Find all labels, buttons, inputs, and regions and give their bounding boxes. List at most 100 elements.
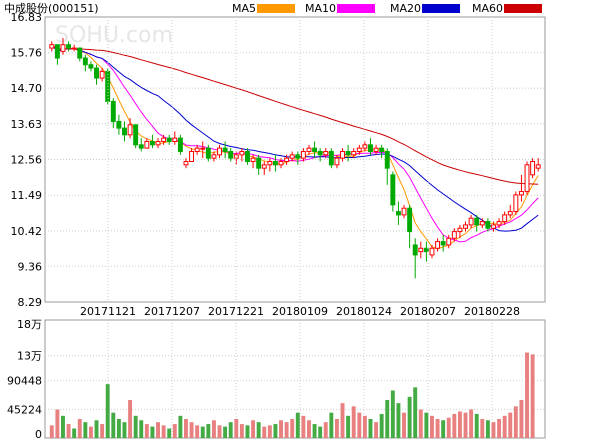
candle-down: [423, 247, 429, 253]
x-tick-label: 20180228: [464, 305, 520, 318]
candle-down: [272, 161, 278, 166]
candle-down: [88, 64, 94, 69]
candle-down: [368, 144, 373, 152]
volume-bar: [340, 403, 345, 438]
price-y-axis: 16.83 15.76 14.70 13.63 12.56 11.49 10.42 9.36 8…: [11, 11, 43, 309]
candle-up: [446, 237, 452, 246]
volume-tick-label: 13万: [17, 350, 42, 363]
candle-down: [295, 154, 301, 159]
candlesticks: [49, 38, 541, 279]
volume-bar: [424, 412, 429, 438]
candle-up: [200, 147, 206, 150]
candle-up: [267, 161, 273, 166]
volume-bar: [228, 422, 233, 438]
x-tick-label: 20171121: [80, 305, 136, 318]
volume-bar: [61, 415, 65, 438]
volume-bar: [262, 426, 267, 438]
volume-bar: [334, 419, 339, 438]
volume-bar: [368, 419, 373, 438]
candle-down: [328, 150, 334, 166]
volume-bar: [111, 412, 116, 438]
volume-bar: [390, 390, 395, 438]
legend-swatch-ma60: [504, 4, 542, 13]
volume-bar: [513, 406, 518, 438]
ma-line-ma10: [51, 44, 539, 243]
candle-down: [317, 150, 323, 156]
candle-up: [99, 70, 105, 79]
candle-up: [189, 150, 195, 163]
volume-bar: [94, 420, 99, 438]
volume-bar: [491, 422, 496, 438]
candle-up: [239, 150, 245, 156]
volume-bar: [284, 422, 289, 438]
legend-swatch-ma10: [337, 4, 375, 13]
price-tick-label: 11.49: [11, 189, 43, 202]
candle-up: [323, 150, 329, 156]
candle-down: [66, 44, 72, 49]
volume-tick-label: 90448: [7, 375, 42, 388]
candle-up: [278, 161, 284, 166]
candle-up: [468, 217, 474, 226]
volume-bar: [83, 422, 88, 438]
candle-up: [127, 124, 133, 136]
volume-bar: [273, 424, 278, 438]
candle-down: [245, 150, 250, 163]
volume-tick-label: 18万: [17, 318, 42, 331]
candle-up: [502, 214, 508, 223]
candle-down: [82, 57, 88, 66]
volume-bar: [525, 352, 529, 438]
volume-bar: [211, 420, 216, 438]
volume-bar: [519, 400, 524, 438]
legend-label-ma60: MA60: [472, 2, 503, 15]
x-tick-label: 20171221: [208, 305, 264, 318]
candle-up: [172, 137, 178, 142]
candle-up: [479, 221, 485, 226]
candle-up: [362, 144, 368, 149]
price-tick-label: 16.83: [11, 11, 43, 24]
candle-down: [222, 147, 228, 152]
candle-up: [418, 247, 424, 253]
candle-up: [340, 150, 345, 159]
volume-bar: [184, 419, 188, 438]
volume-bar: [128, 400, 133, 438]
volume-bar: [508, 412, 513, 438]
candle-down: [110, 100, 116, 122]
volume-bar: [178, 415, 183, 438]
volume-bar: [307, 420, 311, 438]
candle-down: [166, 137, 172, 142]
volume-bar: [413, 387, 418, 438]
volume-bar: [446, 417, 451, 438]
volume-bar: [502, 415, 507, 438]
legend-label-ma5: MA5: [232, 2, 256, 15]
volume-bar: [55, 409, 60, 438]
price-tick-label: 9.36: [18, 260, 43, 273]
volume-bar: [72, 428, 77, 438]
volume-bar: [452, 413, 457, 438]
candle-down: [122, 127, 127, 136]
volume-bar: [100, 424, 105, 438]
volume-bar: [463, 412, 468, 438]
candle-up: [435, 241, 441, 249]
volume-bar: [77, 419, 82, 438]
candle-up: [507, 211, 513, 216]
candle-down: [485, 221, 491, 229]
volume-bar: [66, 424, 71, 438]
price-tick-label: 10.42: [11, 225, 43, 238]
volume-bar: [122, 422, 127, 438]
legend-swatch-ma20: [422, 4, 460, 13]
candle-up: [194, 147, 200, 152]
volume-bar: [301, 415, 306, 438]
volume-bar: [402, 412, 406, 438]
volume-bar: [530, 354, 535, 438]
candle-down: [440, 241, 446, 246]
volume-bar: [323, 422, 328, 438]
volume-bar: [457, 411, 462, 438]
candle-down: [412, 244, 418, 256]
candle-up: [261, 164, 267, 169]
price-tick-label: 14.70: [11, 82, 43, 95]
candle-up: [518, 191, 524, 196]
ma-line-ma5: [51, 44, 539, 250]
candle-down: [379, 147, 385, 152]
volume-bar: [362, 415, 367, 438]
